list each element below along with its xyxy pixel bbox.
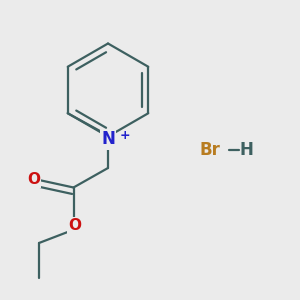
Text: O: O [27,172,40,187]
Text: N: N [101,130,115,148]
Text: +: + [119,129,130,142]
Text: O: O [68,218,82,233]
Text: H: H [239,141,253,159]
Text: Br: Br [200,141,220,159]
